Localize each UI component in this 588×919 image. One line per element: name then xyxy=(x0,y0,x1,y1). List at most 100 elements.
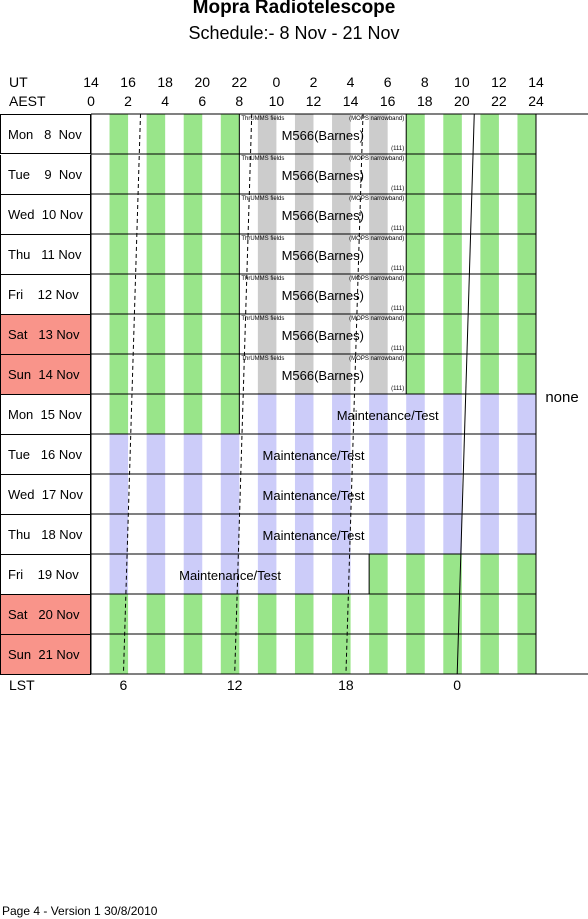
hour-stripe xyxy=(517,634,536,674)
hour-stripe xyxy=(443,194,462,234)
ut-hour: 14 xyxy=(528,74,544,90)
maintenance-label: Maintenance/Test xyxy=(263,488,365,503)
hour-stripe xyxy=(406,434,425,474)
project-left-note: ThrUMMS fields xyxy=(241,356,284,362)
hour-stripe xyxy=(257,354,277,394)
hour-stripe xyxy=(109,554,129,594)
hour-stripe xyxy=(480,634,499,674)
hour-stripe xyxy=(183,474,203,514)
hour-stripe xyxy=(332,474,351,514)
day-label: Thu 11 Nov xyxy=(0,235,91,275)
hour-stripe xyxy=(443,234,462,274)
hour-stripe xyxy=(332,354,351,394)
day-label: Wed 17 Nov xyxy=(0,475,91,515)
hour-stripe xyxy=(257,274,277,314)
hour-stripe xyxy=(220,474,240,514)
hour-stripe xyxy=(220,394,240,434)
hour-stripe xyxy=(406,114,425,154)
hour-stripe xyxy=(406,554,425,594)
project-corner-note: (111) xyxy=(391,306,404,312)
hour-stripe xyxy=(220,314,240,354)
hour-stripe xyxy=(294,194,314,234)
hour-stripe xyxy=(183,314,203,354)
hour-stripe xyxy=(369,474,388,514)
hour-stripe xyxy=(517,314,536,354)
hour-stripe xyxy=(183,594,203,634)
hour-stripe xyxy=(109,314,129,354)
hour-stripe xyxy=(369,594,388,634)
hour-stripe xyxy=(109,154,129,194)
project-right-note: (MOPS narrowband) xyxy=(349,356,404,362)
hour-stripe xyxy=(146,394,166,434)
schedule-grid: ThrUMMS fields (MOPS narrowband) (111) M566… xyxy=(90,113,588,675)
hour-stripe xyxy=(369,314,388,354)
aest-hour: 14 xyxy=(342,93,359,109)
hour-stripe xyxy=(369,194,388,234)
hour-stripe xyxy=(109,594,129,634)
hour-stripe xyxy=(406,354,425,394)
hour-stripe xyxy=(406,474,425,514)
hour-stripe xyxy=(294,314,314,354)
hour-stripe xyxy=(257,514,277,554)
hour-stripe xyxy=(146,434,166,474)
hour-stripe xyxy=(220,634,240,674)
day-label: Thu 18 Nov xyxy=(0,515,91,555)
hour-stripe xyxy=(517,394,536,434)
hour-stripe xyxy=(332,314,351,354)
hour-stripe xyxy=(220,514,240,554)
hour-stripe xyxy=(183,234,203,274)
hour-stripe xyxy=(183,394,203,434)
project-left-note: ThrUMMS fields xyxy=(241,156,284,162)
day-label: Tue 16 Nov xyxy=(0,435,91,475)
hour-stripe xyxy=(146,554,166,594)
hour-stripe xyxy=(369,114,388,154)
hour-stripe xyxy=(332,594,351,634)
hour-stripe xyxy=(294,114,314,154)
hour-stripe xyxy=(480,194,499,234)
hour-stripe xyxy=(109,514,129,554)
lst-tick: 0 xyxy=(453,677,462,693)
lst-label: LST xyxy=(9,677,35,693)
lst-line xyxy=(122,113,142,675)
hour-stripe xyxy=(220,274,240,314)
hour-stripe xyxy=(480,594,499,634)
ut-hour: 2 xyxy=(309,74,318,90)
hour-stripe xyxy=(220,594,240,634)
hour-stripe xyxy=(443,274,462,314)
maintenance-label: Maintenance/Test xyxy=(337,408,439,423)
hour-stripe xyxy=(480,474,499,514)
hour-stripe xyxy=(109,394,129,434)
hour-stripe xyxy=(406,154,425,194)
day-label: Sun 21 Nov xyxy=(0,635,91,675)
day-label: Mon 15 Nov xyxy=(0,395,91,435)
hour-stripe xyxy=(146,514,166,554)
day-label: Sun 14 Nov xyxy=(0,355,91,395)
ut-label: UT xyxy=(9,74,28,90)
hour-stripe xyxy=(406,634,425,674)
hour-stripe xyxy=(369,434,388,474)
hour-stripe xyxy=(480,154,499,194)
ut-hour: 16 xyxy=(120,74,136,90)
aest-hour: 8 xyxy=(235,93,244,109)
hour-stripe xyxy=(517,554,536,594)
ut-hour: 10 xyxy=(454,74,470,90)
lst-tick: 18 xyxy=(338,677,354,693)
hour-stripe xyxy=(294,594,314,634)
hour-stripe xyxy=(517,274,536,314)
hour-stripe xyxy=(517,114,536,154)
none-label: none xyxy=(545,389,578,406)
hour-stripe xyxy=(146,594,166,634)
hour-stripe xyxy=(480,314,499,354)
hour-stripe xyxy=(443,394,462,434)
day-label: Fri 19 Nov xyxy=(0,555,91,595)
aest-hour: 22 xyxy=(491,93,507,109)
lst-line xyxy=(345,113,364,675)
aest-hour: 2 xyxy=(124,93,132,109)
hour-stripe xyxy=(294,154,314,194)
aest-hour: 6 xyxy=(198,93,207,109)
hour-stripe xyxy=(369,274,388,314)
project-right-note: (MOPS narrowband) xyxy=(349,156,404,162)
hour-stripe xyxy=(109,434,129,474)
hour-stripe xyxy=(257,554,277,594)
hour-stripe xyxy=(146,474,166,514)
